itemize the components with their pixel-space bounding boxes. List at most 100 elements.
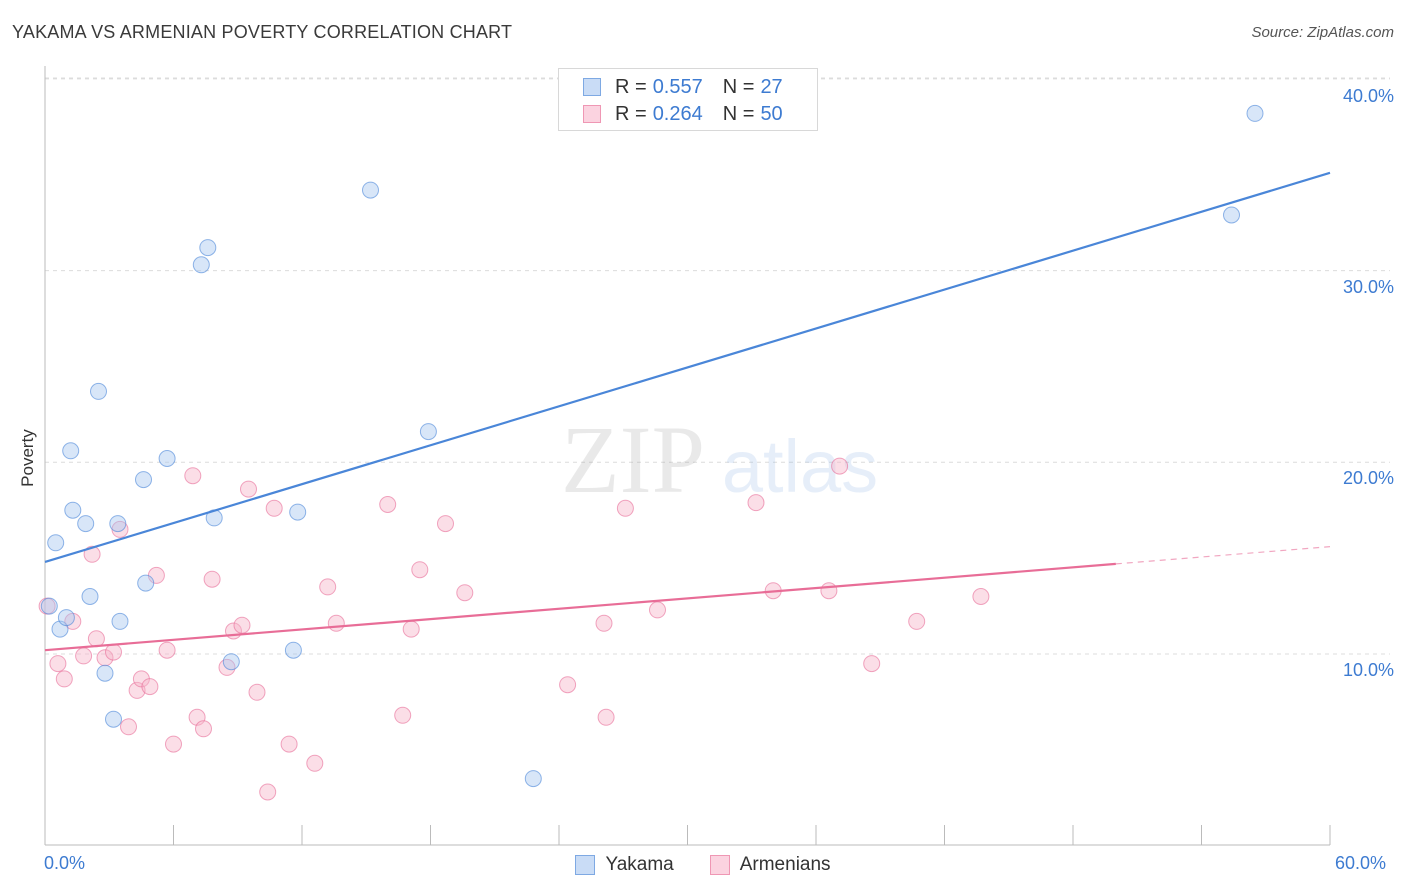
point-armenians — [165, 735, 182, 753]
point-armenians — [597, 708, 615, 726]
point-armenians — [908, 612, 926, 630]
series-legend: Yakama Armenians — [0, 850, 1406, 880]
stats-legend: R = 0.557 N = 27 R = 0.264 N = 50 — [558, 68, 818, 131]
point-yakama — [96, 664, 114, 682]
point-armenians — [831, 457, 849, 475]
point-yakama — [419, 423, 437, 441]
x-tick-max: 60.0% — [1335, 853, 1387, 873]
y-tick-30: 30.0% — [1342, 277, 1394, 297]
point-yakama — [77, 515, 95, 533]
source-label: Source: ZipAtlas.com — [1251, 24, 1394, 41]
point-armenians — [184, 467, 202, 485]
point-yakama — [222, 653, 240, 671]
point-armenians — [319, 578, 337, 596]
point-armenians — [55, 670, 73, 688]
point-yakama — [284, 641, 302, 659]
y-tick-10: 10.0% — [1342, 660, 1394, 680]
legend-row-yakama: R = 0.557 N = 27 — [583, 74, 783, 100]
legend-item-armenians: Armenians — [709, 854, 831, 876]
legend-row-armenians: R = 0.264 N = 50 — [583, 101, 783, 127]
point-yakama — [158, 450, 176, 467]
point-armenians — [49, 655, 67, 673]
point-armenians — [233, 616, 251, 634]
chart-title: YAKAMA VS ARMENIAN POVERTY CORRELATION C… — [12, 22, 513, 42]
point-yakama — [64, 501, 82, 519]
point-armenians — [402, 620, 420, 638]
watermark-atlas: atlas — [722, 425, 878, 508]
y-tick-40: 40.0% — [1342, 86, 1394, 106]
point-armenians — [327, 614, 345, 632]
point-yakama — [40, 597, 58, 615]
r-label: R = — [615, 102, 647, 125]
point-yakama — [57, 609, 75, 627]
trend-extension-armenians — [1115, 546, 1331, 565]
point-armenians — [195, 720, 212, 738]
point-yakama — [524, 770, 542, 788]
n-value: 27 — [760, 75, 783, 98]
watermark-zip: ZIP — [561, 406, 705, 513]
point-armenians — [456, 584, 474, 602]
legend-label-armenians: Armenians — [739, 854, 831, 875]
point-armenians — [141, 678, 159, 696]
point-yakama — [1246, 104, 1264, 122]
x-tick-min: 0.0% — [44, 853, 86, 873]
n-label: N = — [722, 102, 755, 125]
axes — [44, 66, 1331, 846]
point-yakama — [199, 239, 217, 257]
armenians-swatch — [583, 105, 601, 123]
point-armenians — [83, 545, 101, 563]
y-tick-20: 20.0% — [1342, 468, 1394, 488]
point-armenians — [240, 480, 257, 498]
r-label: R = — [615, 75, 647, 98]
r-value: 0.557 — [652, 75, 703, 98]
point-armenians — [259, 783, 277, 801]
point-yakama — [289, 503, 307, 521]
point-armenians — [265, 499, 283, 517]
point-armenians — [96, 649, 114, 667]
yakama-swatch — [575, 855, 596, 875]
yakama-swatch — [583, 78, 601, 96]
point-yakama — [1223, 206, 1240, 224]
point-yakama — [62, 442, 80, 460]
point-yakama — [111, 612, 129, 630]
watermark: ZIP atlas — [561, 406, 878, 513]
point-yakama — [137, 574, 155, 592]
point-armenians — [747, 494, 765, 512]
y-axis-title: Poverty — [18, 429, 37, 487]
data-points — [38, 104, 1264, 801]
point-armenians — [411, 561, 429, 579]
point-armenians — [158, 641, 176, 659]
point-armenians — [863, 655, 881, 673]
point-armenians — [394, 706, 412, 724]
point-armenians — [120, 718, 137, 736]
point-armenians — [616, 499, 634, 517]
point-yakama — [90, 382, 107, 400]
point-yakama — [47, 534, 65, 552]
point-armenians — [437, 515, 454, 533]
point-yakama — [109, 515, 127, 533]
point-armenians — [820, 582, 838, 600]
legend-item-yakama: Yakama — [575, 854, 674, 876]
point-armenians — [306, 754, 324, 772]
point-armenians — [649, 601, 666, 619]
trend-armenians — [44, 562, 1116, 652]
legend-label-yakama: Yakama — [605, 854, 674, 875]
trend-lines — [44, 171, 1331, 652]
point-armenians — [75, 647, 93, 665]
point-armenians — [280, 735, 298, 753]
point-armenians — [105, 643, 122, 661]
point-yakama — [105, 710, 122, 728]
point-armenians — [595, 614, 613, 632]
r-value: 0.264 — [652, 102, 703, 125]
n-value: 50 — [760, 102, 783, 125]
trend-yakama — [44, 171, 1331, 564]
gridlines — [45, 77, 1390, 655]
point-yakama — [362, 181, 379, 199]
point-armenians — [379, 496, 397, 513]
point-armenians — [248, 683, 266, 701]
n-label: N = — [722, 75, 755, 98]
point-armenians — [559, 676, 577, 694]
point-armenians — [972, 588, 990, 605]
point-armenians — [87, 630, 105, 648]
